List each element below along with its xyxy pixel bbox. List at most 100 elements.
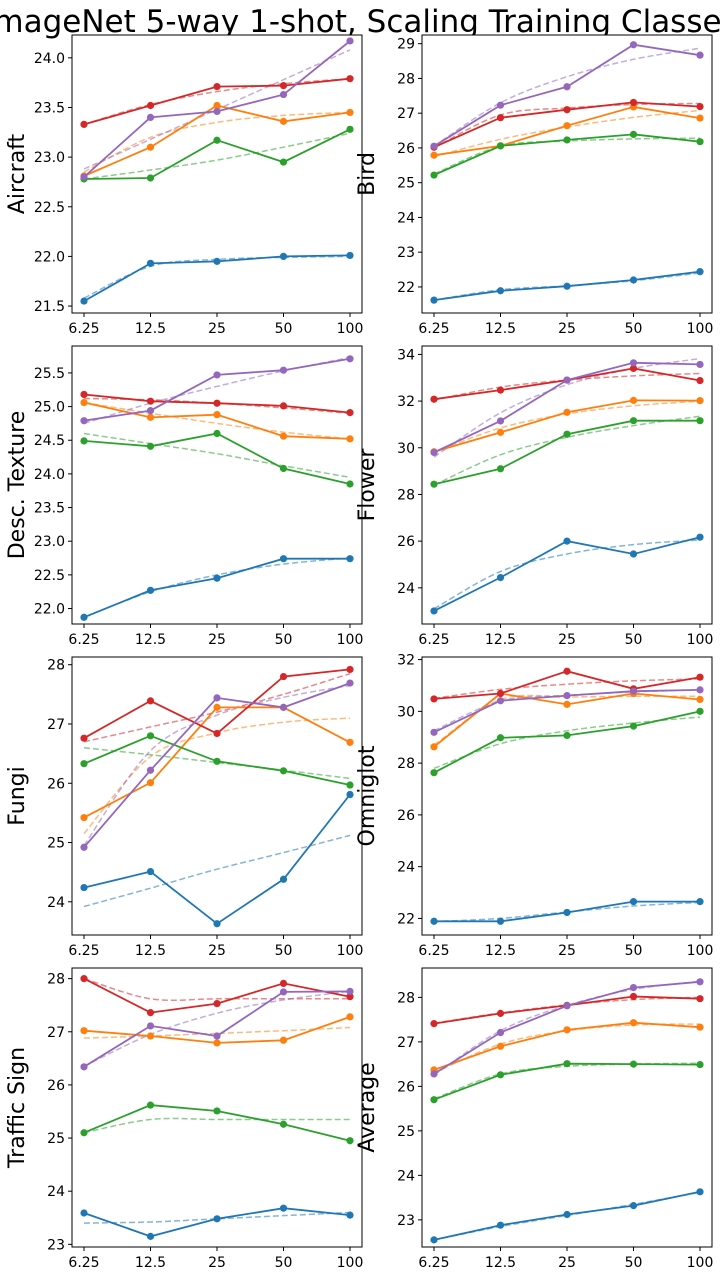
data-point-red	[279, 402, 288, 410]
data-point-green	[279, 158, 288, 166]
y-tick-label: 27	[397, 1035, 415, 1051]
y-tick-label: 22	[397, 911, 415, 927]
subplot-8: 23 24 25 26 27 28 6.25 12.5 25 50 100 Average	[355, 967, 713, 1271]
y-tick-label: 26	[397, 141, 415, 157]
x-tick-label: 25	[208, 632, 226, 648]
data-point-blue	[563, 908, 571, 917]
subplot-2: 22 23 24 25 26 27 28 29 6.25 12.5 25 50 100 Bird	[355, 34, 714, 337]
x-tick-label: 25	[558, 943, 576, 959]
fit-curve-purple	[83, 990, 351, 1067]
y-tick-label: 27	[47, 1025, 65, 1041]
x-tick-label: 25	[208, 1255, 226, 1271]
data-point-red	[430, 695, 438, 703]
x-tick-label: 50	[275, 321, 293, 337]
data-point-blue	[496, 917, 505, 925]
data-point-green	[213, 1107, 221, 1115]
x-tick-label: 100	[687, 321, 714, 337]
data-point-red	[80, 734, 88, 742]
data-point-blue	[146, 867, 155, 876]
y-axis-label: Desc. Texture	[5, 411, 30, 560]
data-point-green	[430, 1096, 438, 1104]
fit-curve-green	[433, 415, 701, 486]
fit-curve-orange	[83, 1026, 351, 1039]
y-tick-label: 25	[47, 1131, 65, 1147]
subplot-1: 21.5 22.0 22.5 23.0 23.5 24.0 6.25 12.5 25 50 100 A…	[5, 34, 363, 337]
x-tick-label: 50	[625, 943, 643, 959]
data-point-green	[629, 1060, 638, 1068]
data-point-blue	[696, 268, 704, 276]
y-tick-label: 23	[397, 245, 415, 261]
y-tick-label: 25.0	[34, 400, 65, 416]
y-tick-label: 25.5	[34, 366, 65, 382]
data-point-purple	[146, 113, 155, 122]
x-tick-label: 25	[208, 321, 226, 337]
data-point-blue	[496, 573, 505, 582]
y-tick-label: 23	[47, 1237, 65, 1253]
data-point-purple	[346, 987, 354, 995]
y-tick-label: 32	[397, 394, 415, 410]
data-point-red	[563, 667, 571, 675]
data-point-blue	[430, 296, 438, 304]
y-tick-label: 24	[397, 860, 415, 876]
data-point-blue	[80, 297, 88, 305]
figure-title: ImageNet 5-way 1-shot, Scaling Training …	[0, 4, 722, 40]
data-point-purple	[629, 359, 638, 367]
data-point-red	[146, 101, 155, 110]
data-point-orange	[496, 1042, 505, 1050]
y-tick-label: 23.5	[34, 100, 65, 116]
data-point-red	[346, 75, 354, 83]
data-point-blue	[496, 1221, 505, 1229]
y-tick-label: 26	[397, 808, 415, 824]
data-point-green	[696, 707, 704, 715]
x-tick-label: 12.5	[135, 632, 166, 648]
x-tick-label: 6.25	[418, 632, 449, 648]
y-axis-label: Average	[355, 1062, 380, 1152]
x-tick-label: 25	[558, 321, 576, 337]
data-point-green	[346, 125, 354, 133]
data-point-red	[279, 979, 288, 988]
y-tick-label: 28	[397, 487, 415, 503]
y-tick-label: 26	[47, 776, 65, 792]
x-tick-label: 12.5	[485, 943, 516, 959]
data-point-green	[279, 1120, 288, 1128]
x-tick-label: 12.5	[135, 321, 166, 337]
x-tick-label: 100	[337, 1255, 364, 1271]
y-tick-label: 25	[397, 176, 415, 192]
data-point-orange	[496, 428, 505, 436]
data-point-orange	[563, 408, 571, 416]
y-tick-label: 30	[397, 704, 415, 720]
data-point-red	[146, 697, 155, 705]
y-tick-label: 26	[47, 1078, 65, 1094]
data-point-orange	[80, 398, 88, 407]
y-tick-label: 29	[397, 37, 415, 53]
y-axis-label: Fungi	[5, 766, 30, 825]
fit-curve-red	[433, 678, 701, 700]
data-point-green	[496, 465, 505, 473]
data-point-red	[80, 120, 88, 128]
data-point-orange	[629, 396, 638, 404]
data-point-orange	[629, 1019, 638, 1027]
fit-curve-purple	[433, 47, 701, 147]
data-point-blue	[346, 790, 354, 799]
data-point-blue	[213, 257, 221, 265]
y-tick-label: 28	[397, 71, 415, 87]
data-point-red	[496, 386, 505, 394]
x-tick-label: 50	[625, 1255, 643, 1271]
data-point-green	[213, 757, 221, 765]
data-point-green	[496, 734, 505, 742]
data-point-green	[430, 171, 438, 179]
data-point-purple	[80, 173, 88, 181]
data-point-blue	[430, 917, 438, 925]
data-point-green	[629, 130, 638, 138]
data-point-purple	[430, 448, 438, 457]
data-point-green	[146, 732, 155, 740]
data-point-purple	[346, 37, 354, 45]
data-point-purple	[146, 407, 155, 415]
data-point-red	[213, 729, 221, 738]
x-tick-label: 12.5	[485, 1255, 516, 1271]
data-point-purple	[696, 978, 704, 986]
fit-curve-red	[83, 77, 351, 126]
fit-curve-blue	[433, 539, 701, 610]
x-tick-label: 6.25	[68, 632, 99, 648]
